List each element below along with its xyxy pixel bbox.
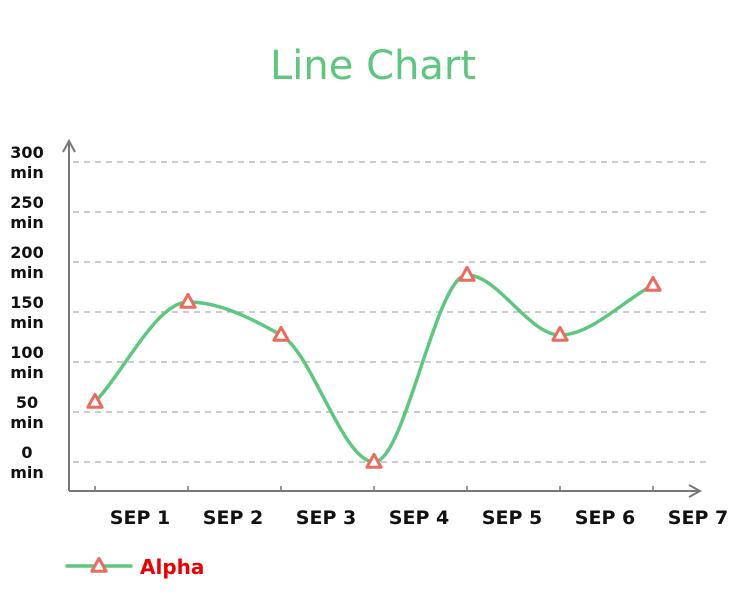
y-tick-label: 300 min: [10, 143, 44, 182]
series-line-alpha: [93, 273, 655, 464]
axes: [62, 138, 703, 498]
grid-lines: [73, 161, 710, 463]
x-tick-label: SEP 2: [203, 507, 263, 529]
y-axis-tick-labels: 0 min 50 min 100 min 150 min 200 min 250 min 300 min: [10, 143, 44, 482]
y-tick-label: 150 min: [10, 293, 44, 332]
y-tick-label: 100 min: [10, 343, 44, 382]
x-tick-label: SEP 3: [296, 507, 356, 529]
x-tick-label: SEP 5: [482, 507, 542, 529]
data-point-marker: [458, 265, 476, 282]
data-point-marker: [86, 392, 104, 409]
x-tick-label: SEP 1: [110, 507, 170, 529]
y-tick-label: 250 min: [10, 193, 44, 232]
series-alpha: [86, 265, 662, 469]
legend: Alpha: [65, 555, 204, 579]
x-tick-label: SEP 4: [389, 507, 449, 529]
x-tick-label: SEP 6: [575, 507, 635, 529]
x-tick-label: SEP 7: [668, 507, 728, 529]
data-point-marker: [272, 325, 290, 342]
data-point-marker: [644, 275, 662, 292]
y-tick-label: 200 min: [10, 243, 44, 282]
legend-marker-swatch: [90, 556, 108, 573]
x-axis-arrow: [688, 484, 703, 498]
y-axis-arrow: [62, 138, 76, 153]
chart-title: Line Chart: [270, 43, 476, 89]
x-axis-tick-labels: SEP 1 SEP 2 SEP 3 SEP 4 SEP 5 SEP 6 SEP 7: [110, 507, 728, 529]
data-point-marker: [179, 292, 197, 309]
data-point-marker: [551, 325, 569, 342]
y-tick-label: 0 min: [10, 443, 44, 482]
data-point-marker: [365, 452, 383, 469]
legend-label-alpha: Alpha: [140, 555, 204, 579]
y-tick-label: 50 min: [10, 393, 44, 432]
